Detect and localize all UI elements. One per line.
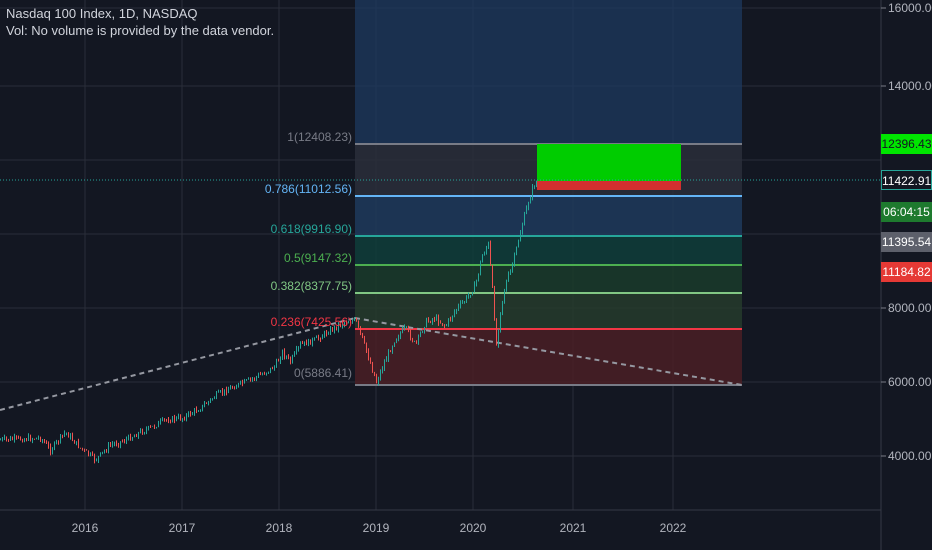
price-tick-label: 8000.00 [888,301,932,315]
fib-level-label: 0.5(9147.32) [284,251,352,265]
trend-lines[interactable] [0,317,743,411]
long-position-tool[interactable] [537,144,681,190]
price-tag: 06:04:15 [881,202,932,222]
chart-legend: Nasdaq 100 Index, 1D, NASDAQ Vol: No vol… [6,5,274,39]
fib-band [355,293,742,329]
fib-band [355,265,742,293]
trend-line-falling[interactable] [354,317,743,386]
price-candles [0,180,537,464]
fib-level-label: 0.236(7425.56) [271,315,352,329]
fib-level-label: 0(5886.41) [294,366,352,380]
price-tag: 11184.82 [881,262,932,282]
trend-line-rising[interactable] [0,317,356,411]
price-axis[interactable]: 16000.00 14000.00 8000.00 6000.00 4000.00 [881,1,932,463]
fib-extension-zone [355,0,742,144]
fib-labels: 1(12408.23) 0.786(11012.56) 0.618(9916.90)… [265,130,352,380]
time-tick-label: 2022 [660,521,687,535]
time-tick-label: 2017 [169,521,196,535]
time-tick-label: 2020 [460,521,487,535]
fib-band [355,196,742,236]
target-zone[interactable] [537,144,681,181]
symbol-title[interactable]: Nasdaq 100 Index, 1D, NASDAQ [6,6,198,21]
time-tick-label: 2021 [560,521,587,535]
fib-level-label: 0.618(9916.90) [271,222,352,236]
fib-level-label: 0.786(11012.56) [265,182,352,196]
time-tick-label: 2019 [363,521,390,535]
price-tag: 11422.91 [881,170,932,190]
price-tag: 12396.43 [881,134,932,154]
fib-band [355,329,742,385]
price-tick-label: 6000.00 [888,375,932,389]
fib-level-label: 0.382(8377.75) [271,279,352,293]
volume-note: Vol: No volume is provided by the data v… [6,23,275,38]
time-tick-label: 2016 [72,521,99,535]
price-tag: 11395.54 [881,232,932,252]
fib-level-label: 1(12408.23) [287,130,352,144]
fib-band [355,236,742,265]
time-tick-label: 2018 [266,521,293,535]
time-axis[interactable]: 2016 2017 2018 2019 2020 2021 2022 [0,509,881,535]
price-tick-label: 4000.00 [888,449,932,463]
stop-zone[interactable] [537,181,681,190]
price-tick-label: 16000.00 [888,1,932,15]
price-tick-label: 14000.00 [888,79,932,93]
